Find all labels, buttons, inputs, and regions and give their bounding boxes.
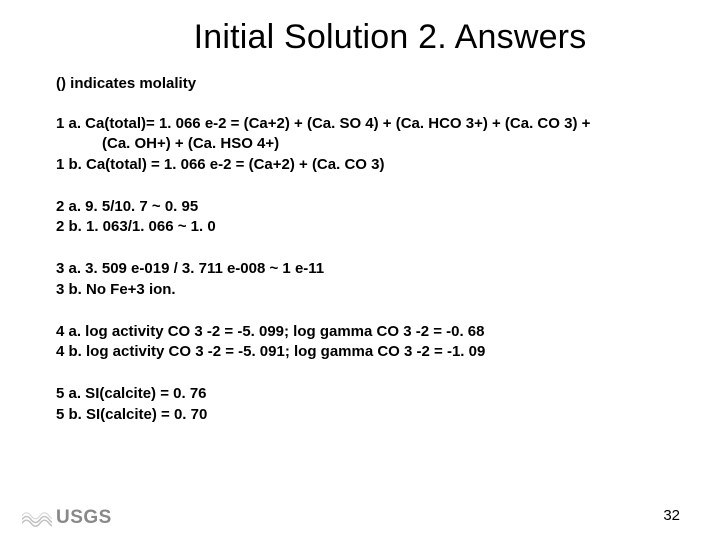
answer-5b: 5 b. SI(calcite) = 0. 70 [56,405,664,425]
usgs-text: USGS [56,507,112,529]
answer-block-4: 4 a. log activity CO 3 -2 = -5. 099; log… [56,322,664,363]
answer-block-2: 2 a. 9. 5/10. 7 ~ 0. 95 2 b. 1. 063/1. 0… [56,197,664,238]
answer-2a: 2 a. 9. 5/10. 7 ~ 0. 95 [56,197,664,217]
answer-block-3: 3 a. 3. 509 e-019 / 3. 711 e-008 ~ 1 e-1… [56,259,664,300]
usgs-logo: USGS [22,506,112,530]
slide-title: Initial Solution 2. Answers [116,18,664,57]
answer-1a-line2: (Ca. OH+) + (Ca. HSO 4+) [56,134,664,154]
answer-5a: 5 a. SI(calcite) = 0. 76 [56,384,664,404]
molality-note: () indicates molality [56,75,664,92]
answer-4a: 4 a. log activity CO 3 -2 = -5. 099; log… [56,322,664,342]
answer-3a: 3 a. 3. 509 e-019 / 3. 711 e-008 ~ 1 e-1… [56,259,664,279]
answer-1b: 1 b. Ca(total) = 1. 066 e-2 = (Ca+2) + (… [56,155,664,175]
answer-3b: 3 b. No Fe+3 ion. [56,280,664,300]
answer-block-5: 5 a. SI(calcite) = 0. 76 5 b. SI(calcite… [56,384,664,425]
wave-icon [22,506,52,530]
answer-4b: 4 b. log activity CO 3 -2 = -5. 091; log… [56,342,664,362]
slide-container: Initial Solution 2. Answers () indicates… [0,0,720,540]
page-number: 32 [663,507,680,524]
slide-footer: USGS 32 [0,496,720,530]
answer-1a-line1: 1 a. Ca(total)= 1. 066 e-2 = (Ca+2) + (C… [56,114,664,134]
answer-block-1: 1 a. Ca(total)= 1. 066 e-2 = (Ca+2) + (C… [56,114,664,175]
answer-2b: 2 b. 1. 063/1. 066 ~ 1. 0 [56,217,664,237]
